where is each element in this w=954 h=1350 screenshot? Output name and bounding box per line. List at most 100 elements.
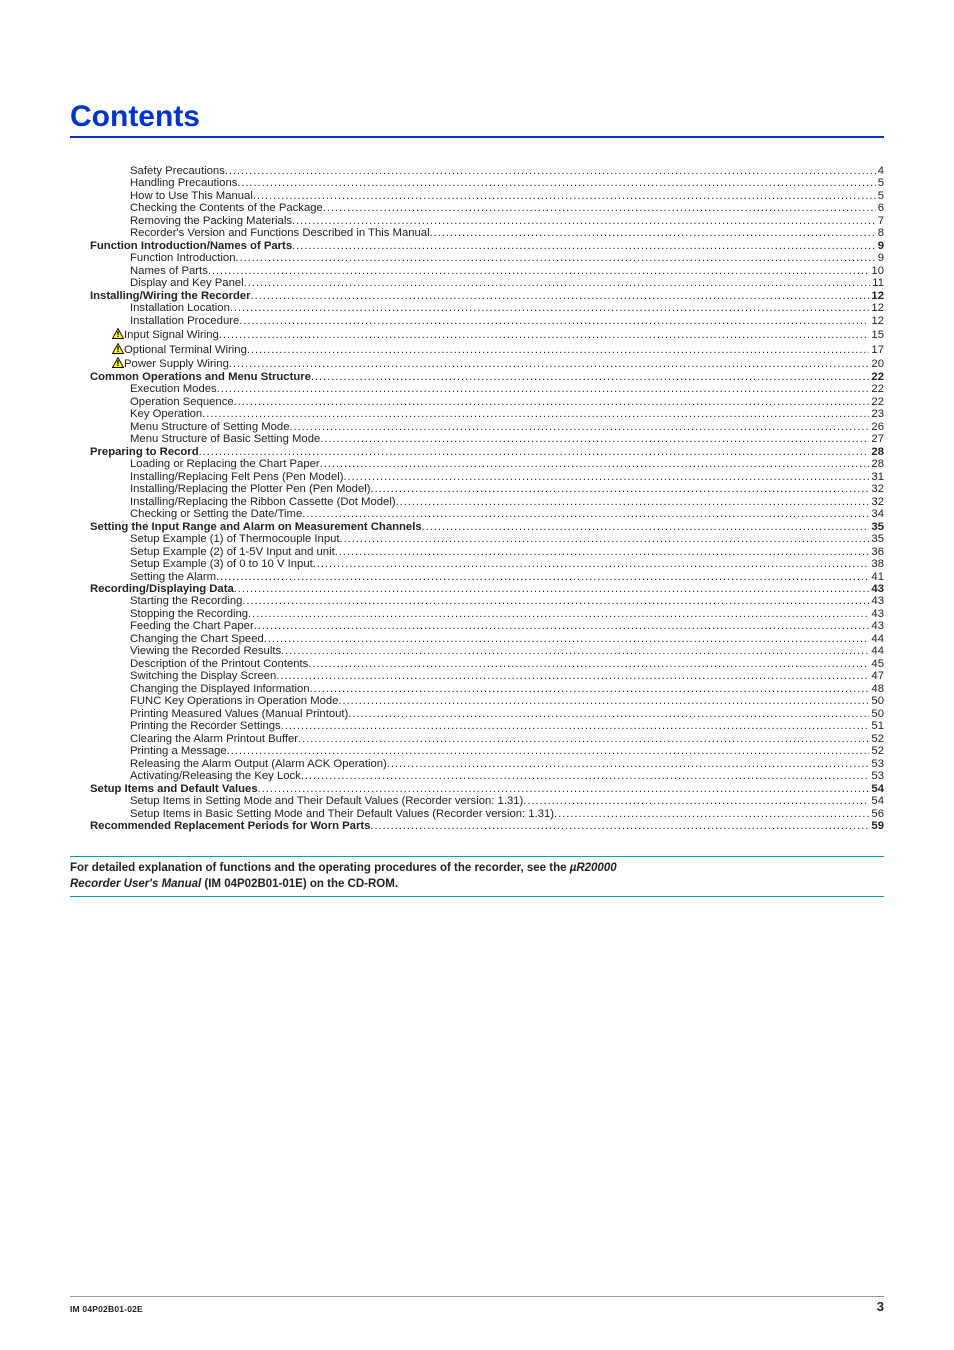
toc-label: Installing/Replacing the Plotter Pen (Pe…: [130, 484, 371, 495]
toc-page-number: 43: [869, 584, 884, 595]
toc-page-number: 34: [869, 509, 884, 520]
toc-row: Recommended Replacement Periods for Worn…: [90, 821, 884, 832]
toc-leader: [340, 534, 870, 545]
toc-label: Switching the Display Screen: [130, 671, 276, 682]
toc-label: Display and Key Panel: [130, 278, 244, 289]
footnote-line2-post: (IM 04P02B01-01E) on the CD-ROM.: [201, 878, 398, 890]
toc-leader: [199, 447, 870, 458]
toc-row: Checking or Setting the Date/Time 34: [130, 509, 884, 520]
footnote-block: For detailed explanation of functions an…: [70, 856, 884, 896]
toc-leader: [292, 241, 876, 252]
toc-leader: [323, 203, 876, 214]
toc-label: Printing a Message: [130, 746, 227, 757]
table-of-contents: Safety Precautions4Handling Precautions5…: [70, 166, 884, 832]
toc-row: Setting the Alarm41: [130, 572, 884, 583]
toc-page-number: 22: [869, 372, 884, 383]
toc-row: Menu Structure of Setting Mode26: [130, 422, 884, 433]
toc-label: Installing/Replacing Felt Pens (Pen Mode…: [130, 472, 344, 483]
toc-leader: [217, 384, 870, 395]
toc-leader: [230, 303, 870, 314]
toc-row: Installing/Replacing the Ribbon Cassette…: [130, 497, 884, 508]
toc-label: Setup Example (2) of 1-5V Input and unit: [130, 547, 335, 558]
toc-leader: [310, 684, 870, 695]
toc-row: Recorder's Version and Functions Describ…: [130, 228, 884, 239]
toc-leader: [242, 596, 869, 607]
toc-row: Function Introduction/Names of Parts9: [90, 241, 884, 252]
toc-leader: [258, 784, 870, 795]
toc-row: Operation Sequence22: [130, 397, 884, 408]
toc-label: Stopping the Recording: [130, 609, 248, 620]
toc-row: Removing the Packing Materials 7: [130, 216, 884, 227]
toc-row: Loading or Replacing the Chart Paper 28: [130, 459, 884, 470]
toc-leader: [234, 584, 870, 595]
toc-row: Menu Structure of Basic Setting Mode 27: [130, 434, 884, 445]
toc-label: Recording/Displaying Data: [90, 584, 234, 595]
toc-row: Changing the Displayed Information48: [130, 684, 884, 695]
toc-label: Setup Items and Default Values: [90, 784, 258, 795]
toc-leader: [219, 330, 870, 341]
toc-leader: [253, 191, 876, 202]
toc-row: Setup Items in Setting Mode and Their De…: [130, 796, 884, 807]
toc-leader: [298, 734, 869, 745]
toc-page-number: 32: [869, 484, 884, 495]
toc-row: Switching the Display Screen47: [130, 671, 884, 682]
toc-page-number: 44: [869, 646, 884, 657]
toc-label: Checking or Setting the Date/Time: [130, 509, 302, 520]
toc-page-number: 56: [869, 809, 884, 820]
toc-page-number: 10: [869, 266, 884, 277]
toc-label: Function Introduction: [130, 253, 236, 264]
toc-leader: [370, 821, 869, 832]
toc-row: Setup Items and Default Values54: [90, 784, 884, 795]
toc-leader: [320, 459, 870, 470]
toc-leader: [251, 291, 870, 302]
toc-leader: [320, 434, 869, 445]
toc-row: Installing/Replacing the Plotter Pen (Pe…: [130, 484, 884, 495]
toc-label: Installing/Replacing the Ribbon Cassette…: [130, 497, 396, 508]
toc-label: Safety Precautions: [130, 166, 225, 177]
toc-page-number: 52: [869, 734, 884, 745]
toc-label: How to Use This Manual: [130, 191, 253, 202]
toc-row: Execution Modes22: [130, 384, 884, 395]
toc-label: Names of Parts: [130, 266, 208, 277]
toc-page-number: 28: [869, 447, 884, 458]
toc-leader: [338, 696, 869, 707]
toc-leader: [301, 771, 870, 782]
toc-label: Menu Structure of Basic Setting Mode: [130, 434, 320, 445]
title-wrap: Contents: [70, 100, 884, 138]
toc-row: Installation Procedure12: [130, 316, 884, 327]
toc-leader: [229, 359, 870, 370]
toc-page-number: 35: [869, 522, 884, 533]
toc-leader: [281, 721, 870, 732]
toc-label: Recommended Replacement Periods for Worn…: [90, 821, 370, 832]
toc-row: Stopping the Recording43: [130, 609, 884, 620]
toc-label: Setting the Input Range and Alarm on Mea…: [90, 522, 422, 533]
toc-page-number: 7: [876, 216, 884, 227]
toc-row: Recording/Displaying Data 43: [90, 584, 884, 595]
toc-label: Removing the Packing Materials: [130, 216, 292, 227]
toc-row: Power Supply Wiring20: [130, 357, 884, 370]
toc-row: Installation Location12: [130, 303, 884, 314]
toc-page-number: 28: [869, 459, 884, 470]
toc-page-number: 53: [869, 771, 884, 782]
toc-row: Setting the Input Range and Alarm on Mea…: [90, 522, 884, 533]
toc-page-number: 9: [876, 253, 884, 264]
toc-leader: [335, 547, 870, 558]
toc-leader: [276, 671, 869, 682]
toc-page-number: 27: [869, 434, 884, 445]
toc-row: Installing/Replacing Felt Pens (Pen Mode…: [130, 472, 884, 483]
toc-leader: [290, 422, 870, 433]
page: Contents Safety Precautions4Handling Pre…: [0, 0, 954, 1350]
toc-row: Clearing the Alarm Printout Buffer52: [130, 734, 884, 745]
toc-leader: [308, 659, 869, 670]
toc-page-number: 45: [869, 659, 884, 670]
toc-page-number: 50: [869, 696, 884, 707]
toc-label: Loading or Replacing the Chart Paper: [130, 459, 320, 470]
toc-leader: [237, 178, 875, 189]
toc-label: Optional Terminal Wiring: [124, 345, 247, 356]
toc-label: Setup Example (3) of 0 to 10 V Input: [130, 559, 313, 570]
toc-label: Feeding the Chart Paper: [130, 621, 254, 632]
toc-page-number: 43: [869, 621, 884, 632]
toc-row: Releasing the Alarm Output (Alarm ACK Op…: [130, 759, 884, 770]
toc-row: Common Operations and Menu Structure22: [90, 372, 884, 383]
toc-leader: [371, 484, 870, 495]
